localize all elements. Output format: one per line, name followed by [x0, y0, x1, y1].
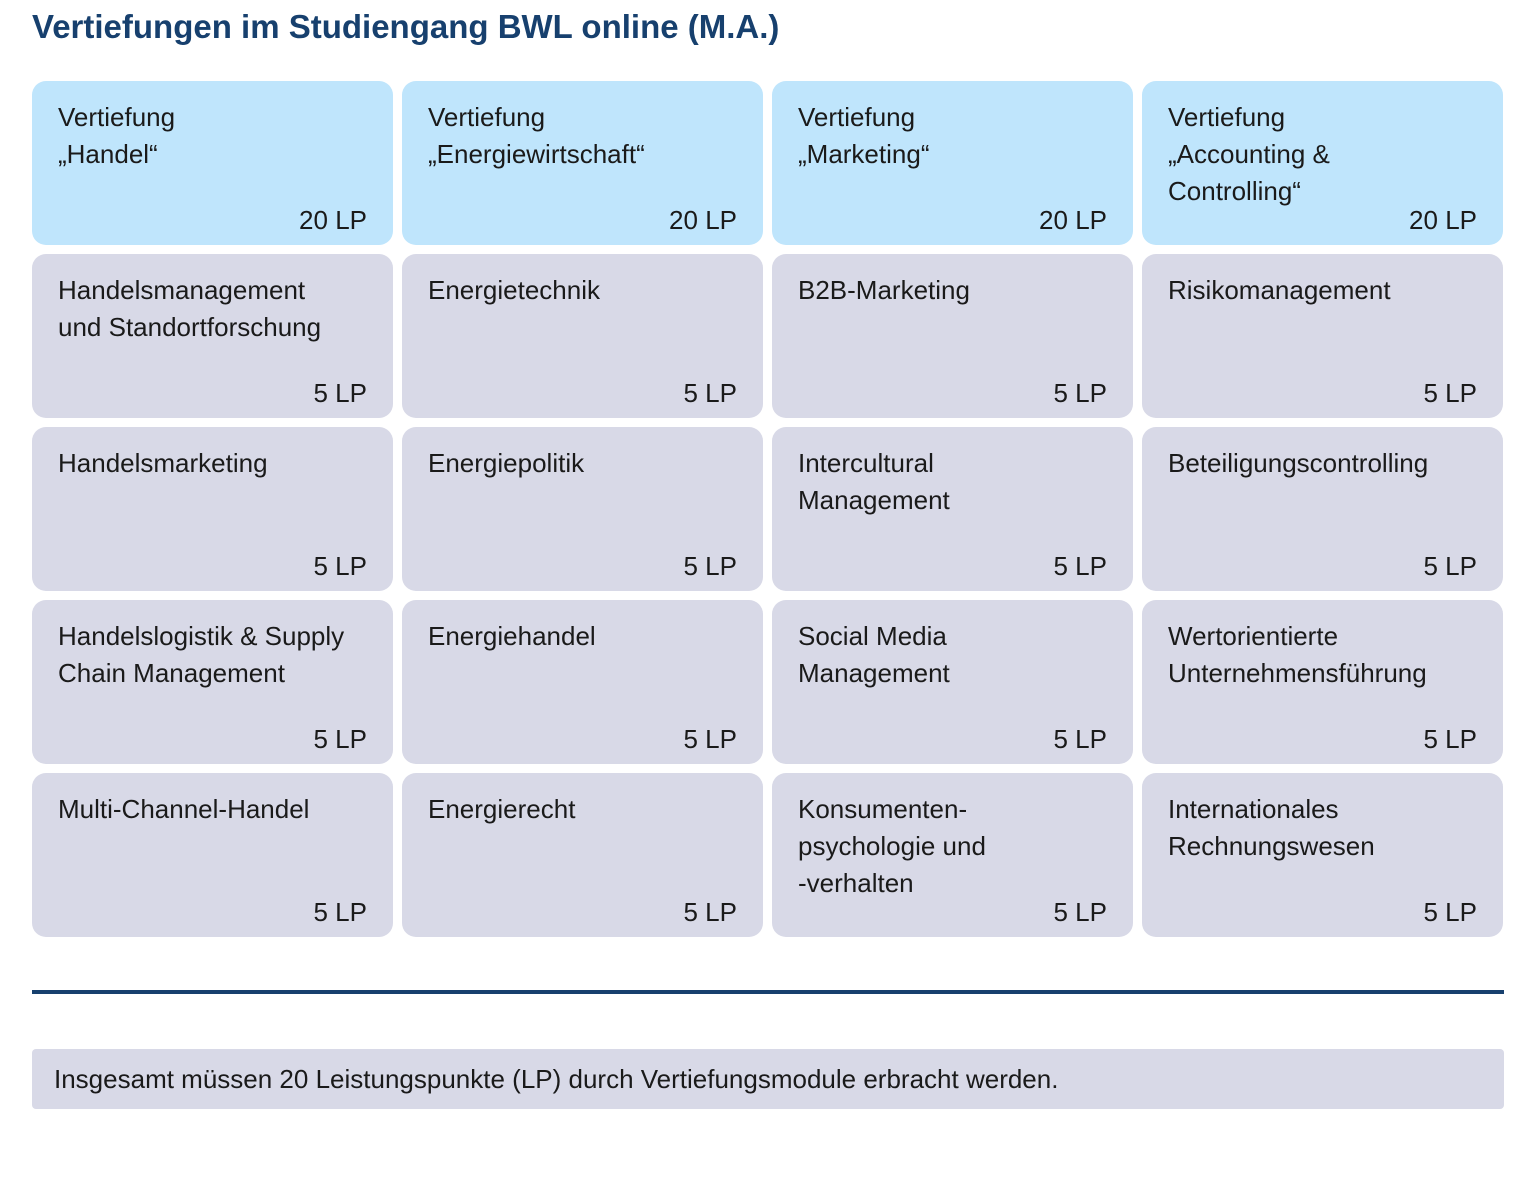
module-name: Social Media Management	[798, 621, 950, 688]
specialization-header-name: Vertiefung „Marketing“	[798, 102, 930, 169]
module-name: Handelslogistik & Supply Chain Managemen…	[58, 621, 345, 688]
credit-points: 5 LP	[1053, 551, 1108, 581]
module-name: Energiepolitik	[428, 448, 585, 478]
module-name: Konsumenten- psychologie und -verhalten	[798, 794, 986, 898]
credit-points: 20 LP	[1409, 205, 1477, 235]
credit-points: 5 LP	[313, 551, 368, 581]
module-name: Multi-Channel-Handel	[58, 794, 310, 824]
credit-points: 5 LP	[1053, 897, 1108, 927]
module-name: Internationales Rechnungswesen	[1168, 794, 1375, 861]
module-cell: Multi-Channel-Handel 5 LP	[32, 773, 393, 937]
credit-points: 5 LP	[313, 897, 368, 927]
credit-points: 5 LP	[313, 724, 368, 754]
credit-points: 5 LP	[683, 724, 738, 754]
specialization-header-name: Vertiefung „Energiewirtschaft“	[428, 102, 645, 169]
specialization-header-marketing: Vertiefung „Marketing“ 20 LP	[772, 81, 1133, 245]
summary-note-text: Insgesamt müssen 20 Leistungspunkte (LP)…	[54, 1063, 1059, 1094]
credit-points: 5 LP	[1423, 897, 1478, 927]
specialization-grid: Vertiefung „Handel“ 20 LP Vertiefung „En…	[32, 81, 1504, 937]
module-cell: Handelsmanagement und Standortforschung …	[32, 254, 393, 418]
module-name: Wertorientierte Unternehmensführung	[1168, 621, 1427, 688]
credit-points: 5 LP	[1053, 378, 1108, 408]
module-name: Energietechnik	[428, 275, 600, 305]
module-name: Risikomanagement	[1168, 275, 1391, 305]
module-cell: Social Media Management 5 LP	[772, 600, 1133, 764]
credit-points: 5 LP	[313, 378, 368, 408]
module-name: Energierecht	[428, 794, 576, 824]
module-name: Beteiligungscontrolling	[1168, 448, 1429, 478]
specialization-header-energiewirtschaft: Vertiefung „Energiewirtschaft“ 20 LP	[402, 81, 763, 245]
module-name: Intercultural Management	[798, 448, 950, 515]
module-name: Energiehandel	[428, 621, 596, 651]
credit-points: 5 LP	[1423, 724, 1478, 754]
credit-points: 5 LP	[683, 551, 738, 581]
module-cell: Energiehandel 5 LP	[402, 600, 763, 764]
credit-points: 20 LP	[299, 205, 367, 235]
page-title: Vertiefungen im Studiengang BWL online (…	[32, 8, 780, 45]
module-cell: Handelslogistik & Supply Chain Managemen…	[32, 600, 393, 764]
module-cell: Energiepolitik 5 LP	[402, 427, 763, 591]
module-cell: Handelsmarketing 5 LP	[32, 427, 393, 591]
module-name: Handelsmanagement und Standortforschung	[58, 275, 322, 342]
module-cell: Risikomanagement 5 LP	[1142, 254, 1503, 418]
module-cell: Beteiligungscontrolling 5 LP	[1142, 427, 1503, 591]
module-cell: Intercultural Management 5 LP	[772, 427, 1133, 591]
credit-points: 20 LP	[1039, 205, 1107, 235]
module-cell: Konsumenten- psychologie und -verhalten …	[772, 773, 1133, 937]
module-cell: B2B-Marketing 5 LP	[772, 254, 1133, 418]
module-cell: Energierecht 5 LP	[402, 773, 763, 937]
divider	[32, 990, 1504, 994]
credit-points: 5 LP	[683, 897, 738, 927]
credit-points: 5 LP	[1053, 724, 1108, 754]
summary-note-box: Insgesamt müssen 20 Leistungspunkte (LP)…	[32, 1049, 1504, 1109]
credit-points: 20 LP	[669, 205, 737, 235]
credit-points: 5 LP	[1423, 551, 1478, 581]
module-cell: Internationales Rechnungswesen 5 LP	[1142, 773, 1503, 937]
specialization-header-handel: Vertiefung „Handel“ 20 LP	[32, 81, 393, 245]
specialization-header-name: Vertiefung „Accounting & Controlling“	[1168, 102, 1330, 206]
credit-points: 5 LP	[683, 378, 738, 408]
module-name: Handelsmarketing	[58, 448, 268, 478]
module-cell: Wertorientierte Unternehmensführung 5 LP	[1142, 600, 1503, 764]
credit-points: 5 LP	[1423, 378, 1478, 408]
specialization-header-accounting-controlling: Vertiefung „Accounting & Controlling“ 20…	[1142, 81, 1503, 245]
specialization-header-name: Vertiefung „Handel“	[58, 102, 176, 169]
module-cell: Energietechnik 5 LP	[402, 254, 763, 418]
module-name: B2B-Marketing	[798, 275, 970, 305]
